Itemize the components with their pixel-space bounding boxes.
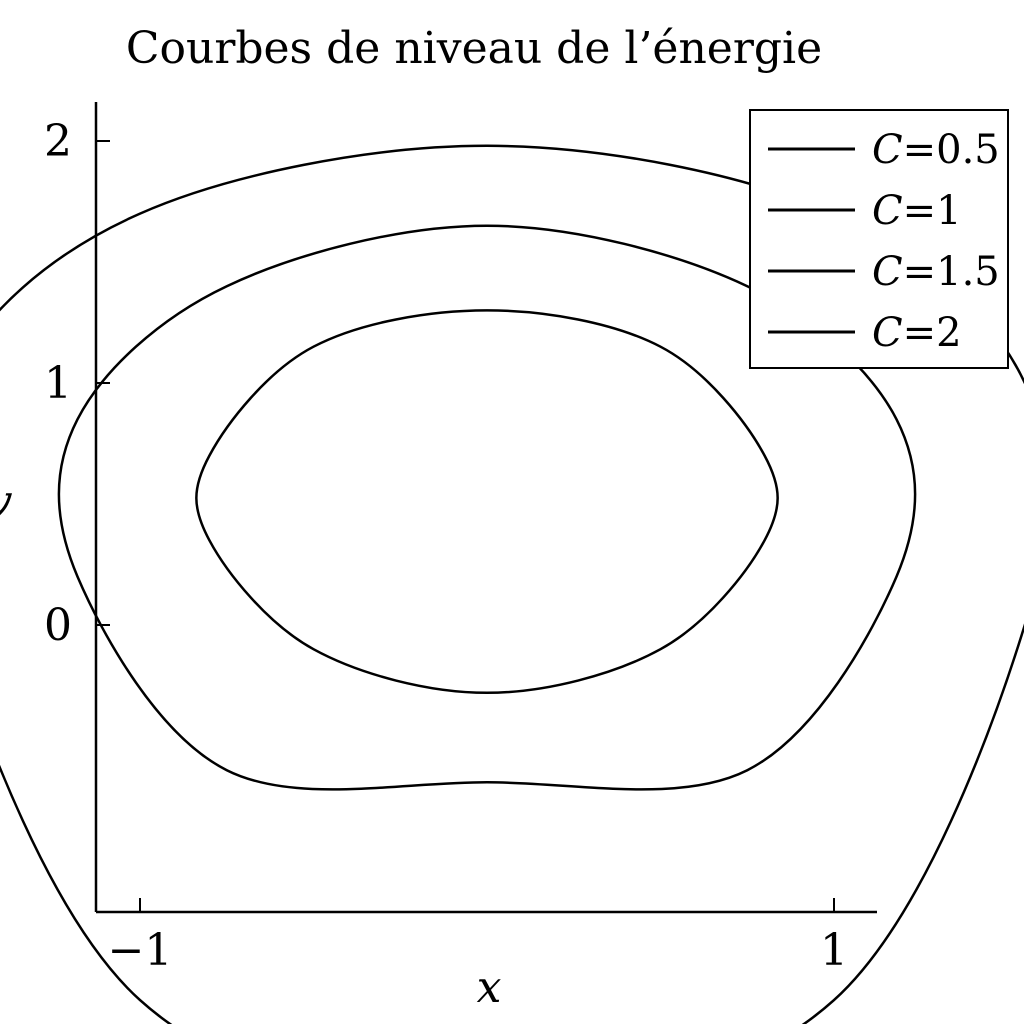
legend-entry-symbol: C xyxy=(872,310,903,356)
x-tick-label: 1 xyxy=(820,925,848,976)
legend-entry-label: C=0.5 xyxy=(872,127,1000,173)
y-ticks: −2012 xyxy=(44,116,110,651)
contour-line xyxy=(195,309,779,695)
legend-entry-value: =0.5 xyxy=(903,127,1000,173)
legend-entry-value: =2 xyxy=(903,310,962,356)
legend-entry-label: C=1.5 xyxy=(872,249,1000,295)
y-axis-label: v xyxy=(0,476,13,527)
legend-entry-symbol: C xyxy=(872,127,903,173)
chart-title: Courbes de niveau de l’énergie xyxy=(126,23,822,74)
x-axis-label: x xyxy=(477,962,502,1013)
legend-entry-label: C=1 xyxy=(872,188,962,234)
legend-entry-value: =1 xyxy=(903,188,962,234)
y-tick-label: 0 xyxy=(44,600,72,651)
legend-box xyxy=(749,109,1009,369)
x-ticks: −2−112 xyxy=(108,898,848,976)
x-tick-label: −1 xyxy=(108,925,173,976)
y-tick-label: 2 xyxy=(44,116,72,167)
legend-entry-symbol: C xyxy=(872,188,903,234)
y-tick-label: 1 xyxy=(44,358,72,409)
legend-entry-symbol: C xyxy=(872,249,903,295)
legend-entry-value: =1.5 xyxy=(903,249,1000,295)
legend: C=0.5C=1C=1.5C=2 xyxy=(749,109,1009,369)
legend-entry-label: C=2 xyxy=(872,310,962,356)
